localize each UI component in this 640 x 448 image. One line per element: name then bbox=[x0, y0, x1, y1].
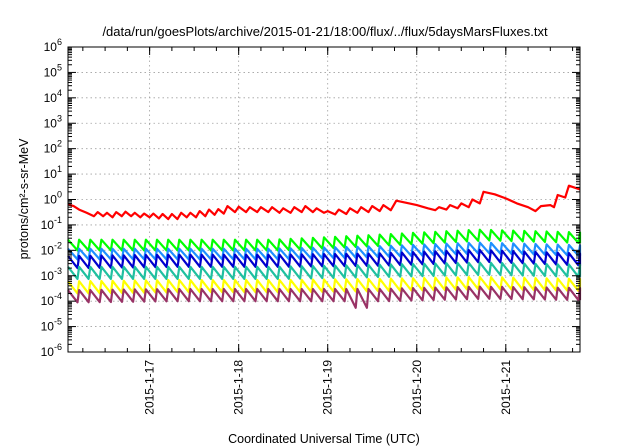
x-tick-label: 2015-1-21 bbox=[499, 360, 513, 415]
y-tick-label: 10-2 bbox=[41, 240, 62, 257]
tick-group bbox=[68, 46, 580, 353]
series-line-2 bbox=[67, 228, 582, 252]
y-tick-label: 10-5 bbox=[41, 317, 62, 334]
y-tick-label: 101 bbox=[44, 164, 62, 181]
series-line-4 bbox=[67, 248, 582, 270]
grid bbox=[68, 47, 580, 352]
x-tick-label: 2015-1-18 bbox=[232, 360, 246, 415]
x-tick-label: 2015-1-19 bbox=[321, 360, 335, 415]
series-line-1 bbox=[67, 184, 581, 221]
series-group bbox=[67, 184, 582, 309]
y-tick-label: 10-1 bbox=[41, 215, 62, 232]
y-axis-label: protons/cm²-s-sr-MeV bbox=[17, 138, 31, 260]
series-line-5 bbox=[67, 261, 582, 280]
y-tick-label: 100 bbox=[44, 190, 62, 207]
y-tick-label: 106 bbox=[44, 37, 62, 54]
y-tick-label: 10-6 bbox=[41, 342, 62, 359]
y-tick-label: 10-4 bbox=[41, 291, 62, 308]
y-tick-label: 103 bbox=[44, 113, 62, 130]
x-tick-label: 2015-1-17 bbox=[143, 360, 157, 415]
y-tick-label: 105 bbox=[44, 62, 62, 79]
series-line-6 bbox=[67, 275, 582, 295]
x-tick-label: 2015-1-20 bbox=[410, 360, 424, 415]
x-axis-label: Coordinated Universal Time (UTC) bbox=[228, 432, 420, 446]
series-line-7 bbox=[67, 285, 582, 309]
y-tick-label: 10-3 bbox=[41, 266, 62, 283]
chart-title: /data/run/goesPlots/archive/2015-01-21/1… bbox=[102, 24, 548, 39]
y-tick-label: 102 bbox=[44, 139, 62, 156]
tick-label-group: 10-6 10-5 10-4 10-3 10-2 10-1 100 101 102 103 104 1… bbox=[41, 37, 513, 415]
y-tick-label: 104 bbox=[44, 88, 62, 105]
